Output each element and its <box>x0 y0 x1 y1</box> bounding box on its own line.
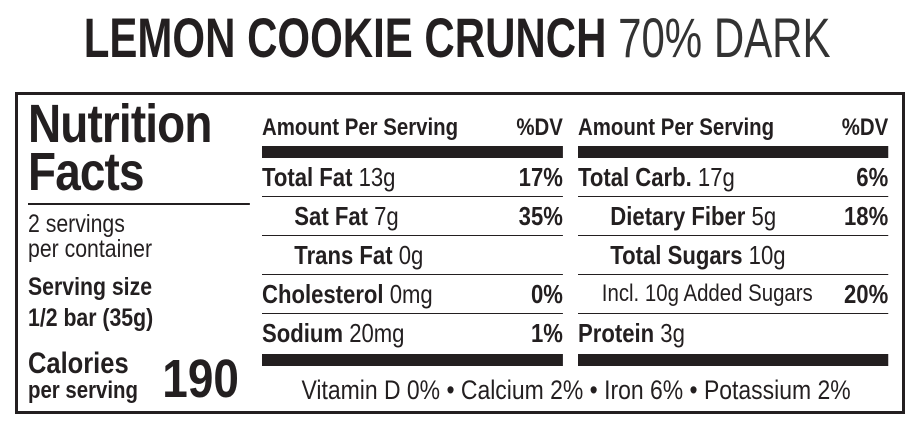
header-dv: %DV <box>841 114 889 141</box>
nutrient: Cholesterol <box>262 278 384 309</box>
amount: 5g <box>751 200 777 231</box>
nutrient-column: Amount Per Serving %DV Total Carb. 17g 6% … <box>578 112 889 366</box>
dv: 20% <box>844 278 889 309</box>
amount: 17g <box>697 161 735 192</box>
dv: 6% <box>856 161 889 192</box>
nutrient: Dietary Fiber <box>610 200 746 231</box>
thick-rule <box>262 146 563 158</box>
dv: 1% <box>530 317 563 348</box>
thick-rule <box>578 146 889 158</box>
nutrient-row: Trans Fat 0g <box>262 236 563 275</box>
nutrient: Total Fat <box>262 161 353 192</box>
header-dv: %DV <box>516 114 563 141</box>
serving-size-label: Serving size <box>28 273 153 301</box>
amount: 7g <box>374 200 399 231</box>
amount: 10g <box>748 239 786 270</box>
nutrient: Total Carb. <box>578 161 692 192</box>
nutrient-row: Protein 3g <box>578 314 888 352</box>
left-panel: Nutrition Facts 2 servings per container… <box>28 94 250 406</box>
amount: 20mg <box>349 317 405 348</box>
vitamins: Vitamin D 0% • Calcium 2% • Iron 6% • Po… <box>301 375 851 405</box>
serving-size: 1/2 bar (35g) <box>28 304 154 332</box>
thick-rule <box>578 354 889 366</box>
servings: 2 servings <box>28 210 125 238</box>
amount: 3g <box>660 317 685 348</box>
nutrient-row: Sat Fat 7g 35% <box>262 197 563 236</box>
dv: 17% <box>518 161 563 192</box>
nutrient: Incl. 10g Added Sugars <box>601 280 813 307</box>
title-light: 70% DARK <box>618 6 831 69</box>
product-title: LEMON COOKIE CRUNCH 70% DARK <box>0 6 914 70</box>
nutrient-row: Incl. 10g Added Sugars 20% <box>578 275 889 314</box>
nutrient-row: Sodium 20mg 1% <box>262 314 563 352</box>
nutrient-row: Total Carb. 17g 6% <box>578 158 889 197</box>
nutrient: Protein <box>578 317 655 348</box>
nutrient-row: Total Fat 13g 17% <box>262 158 563 197</box>
nutrient: Sodium <box>262 317 344 348</box>
heading: Facts <box>28 142 145 202</box>
amount: 0g <box>398 239 424 270</box>
nutrient-row: Cholesterol 0mg 0% <box>262 275 563 314</box>
rule <box>28 203 250 205</box>
servings: per container <box>28 235 153 263</box>
thick-rule <box>262 354 563 366</box>
dv: 35% <box>518 200 563 231</box>
nutrient: Trans Fat <box>294 239 393 270</box>
amount: 0mg <box>389 278 433 309</box>
dv: 0% <box>530 278 563 309</box>
title-bold: LEMON COOKIE CRUNCH <box>83 6 607 69</box>
calories-sub: per serving <box>28 377 138 404</box>
header-amount: Amount Per Serving <box>262 114 459 141</box>
nutrient-row: Total Sugars 10g <box>578 236 889 275</box>
header-amount: Amount Per Serving <box>578 114 775 141</box>
dv: 18% <box>844 200 889 231</box>
amount: 13g <box>358 161 396 192</box>
column-header: Amount Per Serving %DV <box>262 112 563 144</box>
heading: Nutrition <box>28 94 212 154</box>
nutrient-column: Amount Per Serving %DV Total Fat 13g 17% S… <box>262 112 563 366</box>
column-header: Amount Per Serving %DV <box>578 112 888 144</box>
nutrient: Sat Fat <box>294 200 368 231</box>
nutrient-row: Dietary Fiber 5g 18% <box>578 197 889 236</box>
calories-label: Calories <box>28 347 129 380</box>
calories-value: 190 <box>162 349 239 409</box>
label-box <box>15 92 905 414</box>
nutrient: Total Sugars <box>610 239 743 270</box>
